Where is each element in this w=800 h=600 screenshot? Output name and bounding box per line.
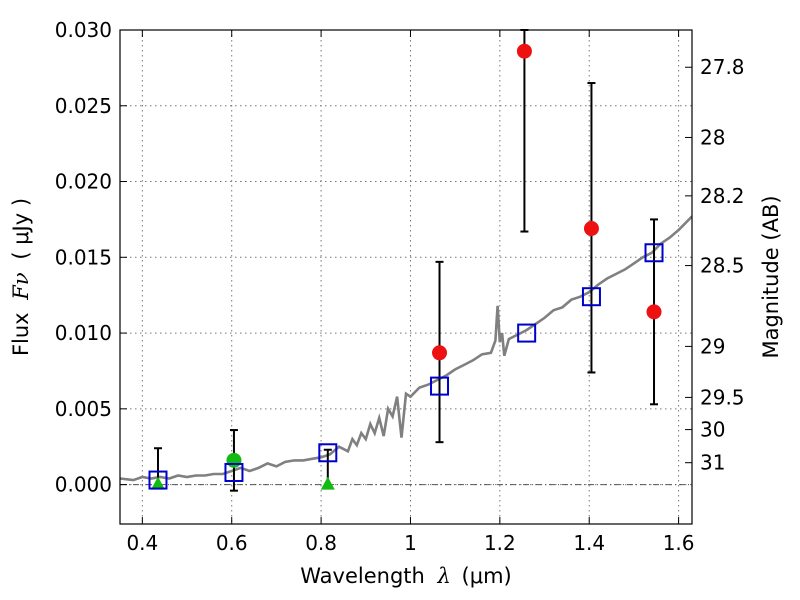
x-tick-label: 0.4: [126, 531, 158, 555]
data-point-circle: [516, 43, 532, 59]
data-point-triangle: [320, 476, 335, 490]
right-tick-label: 28.2: [700, 184, 745, 208]
grid: [120, 30, 692, 524]
x-tick-label: 1.2: [484, 531, 516, 555]
x-tick-label: 0.8: [305, 531, 337, 555]
data-point-triangle: [150, 476, 165, 490]
right-axis-label: Magnitude (AB): [759, 195, 783, 358]
right-tick-label: 29.5: [700, 385, 745, 409]
data-point-circle: [432, 345, 448, 361]
right-axis-ticks: 27.8 28 28.2 28.5 29 29.5 30 31: [685, 55, 745, 475]
right-tick-label: 29: [700, 334, 725, 358]
x-axis-label: Wavelength λ (μm): [300, 564, 511, 588]
y-axis-ticks: 0.000 0.005 0.010 0.015 0.020 0.025 0.030: [55, 18, 127, 497]
y-tick-label: 0.000: [55, 473, 112, 497]
data-point-square: [430, 376, 450, 396]
data-point-square: [148, 470, 168, 490]
right-tick-label: 27.8: [700, 55, 745, 79]
data-point-circle: [226, 452, 242, 468]
x-tick-label: 1: [404, 531, 417, 555]
y-tick-label: 0.020: [55, 170, 112, 194]
x-tick-label: 0.6: [216, 531, 248, 555]
data-point-square: [581, 287, 601, 307]
x-axis-ticks: 0.4 0.6 0.8 1 1.2 1.4 1.6: [126, 30, 695, 555]
error-bars: [153, 29, 659, 492]
x-tick-label: 1.4: [573, 531, 605, 555]
right-tick-label: 28: [700, 125, 725, 149]
model-sed: [120, 215, 692, 482]
y-tick-label: 0.025: [55, 94, 112, 118]
model-sed-line: [120, 215, 692, 482]
data-point-circle: [583, 221, 599, 237]
data-point-square: [517, 323, 537, 343]
data-point-circle: [646, 304, 662, 320]
data-point-square: [224, 462, 244, 482]
data-point-square: [644, 243, 664, 263]
y-tick-label: 0.010: [55, 321, 112, 345]
right-tick-label: 30: [700, 418, 725, 442]
y-tick-label: 0.030: [55, 18, 112, 42]
right-tick-label: 31: [700, 451, 725, 475]
right-tick-label: 28.5: [700, 254, 745, 278]
y-axis-label: Flux Fν ( μJy ): [9, 198, 33, 356]
y-tick-label: 0.005: [55, 397, 112, 421]
x-tick-label: 1.6: [663, 531, 695, 555]
y-tick-label: 0.015: [55, 245, 112, 269]
data-point-square: [318, 443, 338, 463]
data-markers: [148, 43, 664, 490]
plot-frame: [119, 29, 693, 525]
